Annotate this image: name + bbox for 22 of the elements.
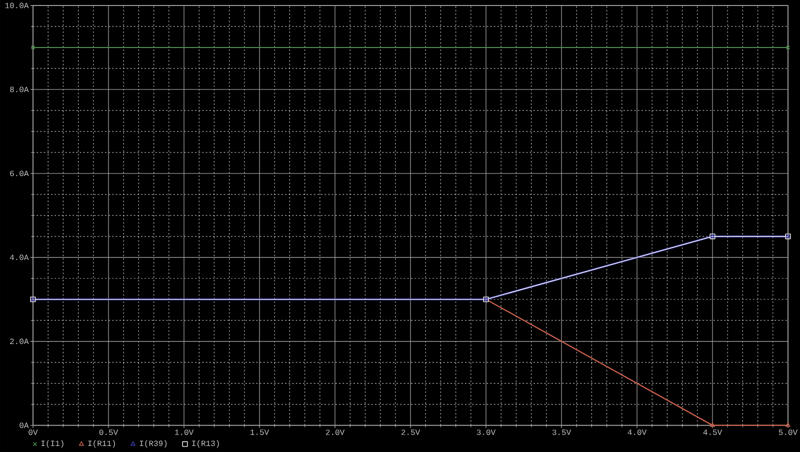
y-tick-label: 10.0A	[5, 2, 29, 8]
legend-label: I(I1)	[41, 440, 64, 448]
legend-label: I(R13)	[192, 440, 219, 448]
y-tick-label: 6.0A	[10, 170, 29, 176]
x-tick-label: 1.5V	[250, 430, 270, 435]
x-tick-label: 1.0V	[174, 430, 194, 436]
x-tick-label: 5.0V	[778, 430, 798, 436]
x-tick-label: 0V	[28, 430, 38, 436]
x-tick-label: 4.0V	[628, 430, 647, 436]
x-tick-label: 3.0V	[476, 430, 496, 436]
x-tick-label: 2.0V	[326, 430, 345, 436]
x-tick-label: 2.5V	[401, 430, 420, 436]
x-tick-label: 0.5V	[99, 430, 118, 436]
y-tick-label: 2.0A	[10, 338, 29, 344]
x-tick-label: 4.5V	[703, 430, 722, 435]
legend-label: I(R39)	[140, 440, 167, 448]
y-tick-label: 0A	[20, 422, 29, 428]
y-tick-label: 4.0A	[10, 254, 29, 260]
legend-label: I(R11)	[88, 440, 115, 448]
y-tick-label: 8.0A	[10, 86, 29, 92]
x-tick-label: 3.5V	[552, 430, 572, 436]
point	[710, 422, 715, 427]
